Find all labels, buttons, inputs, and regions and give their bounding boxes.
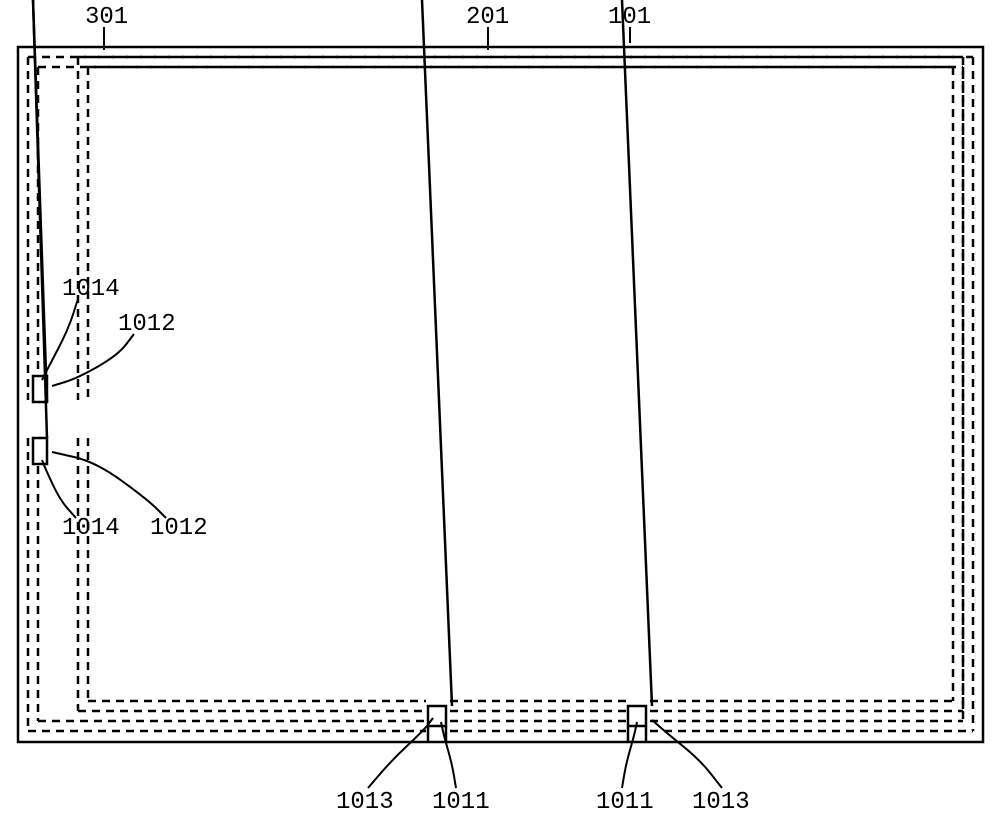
label-1012-bot: 1012 xyxy=(150,515,208,542)
leader-l1014_bot xyxy=(42,460,76,518)
bottom-port-left-bar xyxy=(422,0,452,706)
label-101: 101 xyxy=(608,4,651,31)
bottom-port-right-bar xyxy=(622,0,652,706)
label-1011-br: 1011 xyxy=(596,789,654,816)
label-1011-bl: 1011 xyxy=(432,789,490,816)
left-port-bottom xyxy=(33,438,47,464)
leader-l1012_bot xyxy=(52,452,166,518)
leader-l1013_bl xyxy=(368,718,433,788)
label-1013-br: 1013 xyxy=(692,789,750,816)
label-1013-bl: 1013 xyxy=(336,789,394,816)
label-1014-bot: 1014 xyxy=(62,515,120,542)
label-301: 301 xyxy=(85,4,128,31)
label-1014-top: 1014 xyxy=(62,276,120,303)
label-1012-top: 1012 xyxy=(118,311,176,338)
label-201: 201 xyxy=(466,4,509,31)
outer-frame xyxy=(18,47,983,742)
bottom-port-left xyxy=(428,706,446,726)
leader-l1014_top xyxy=(42,299,78,380)
leader-l1012_top xyxy=(52,334,134,386)
